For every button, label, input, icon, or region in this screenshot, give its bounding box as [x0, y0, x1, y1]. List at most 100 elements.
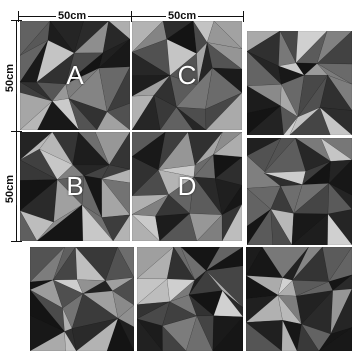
facet-shape — [75, 317, 119, 351]
tile-pattern-graphic — [137, 247, 243, 351]
facet-shape — [108, 132, 130, 170]
tile-right-upper — [247, 31, 352, 135]
facet-shape — [332, 274, 352, 291]
facet-shape — [36, 204, 83, 241]
facet-shape — [162, 21, 194, 40]
facet-shape — [214, 156, 242, 186]
facet-shape — [47, 21, 75, 54]
facet-shape — [196, 214, 223, 241]
facet-shape — [247, 31, 281, 67]
dimension-tick-side-middle — [11, 131, 22, 132]
tile-bottom-right — [246, 247, 352, 351]
dimension-tick-side-top — [11, 20, 22, 21]
dimension-line-top — [18, 16, 243, 17]
facet-shape — [166, 38, 197, 76]
facet-shape — [289, 107, 331, 135]
facet-shape — [106, 317, 134, 351]
facet-shape — [247, 105, 284, 135]
tile-a: A — [20, 21, 130, 130]
facet-shape — [155, 194, 191, 217]
facet-shape — [51, 132, 79, 166]
facet-shape — [132, 51, 171, 76]
facet-shape — [155, 213, 191, 241]
facet-shape — [53, 179, 83, 223]
tile-bottom-left — [30, 247, 134, 351]
tile-pattern-graphic — [20, 21, 130, 130]
facet-shape — [132, 214, 160, 241]
facet-shape — [68, 98, 98, 130]
facet-shape — [214, 178, 242, 216]
dimension-label-top-right: 50cm — [166, 10, 199, 22]
facet-shape — [301, 161, 331, 186]
dimension-label-side-lower: 50cm — [4, 172, 17, 206]
facet-shape — [295, 62, 318, 76]
facet-shape — [318, 327, 352, 351]
facet-shape — [20, 210, 38, 241]
dimension-line-side — [16, 20, 17, 241]
facet-shape — [72, 164, 110, 176]
facet-shape — [322, 247, 352, 283]
facet-shape — [328, 274, 352, 291]
facet-shape — [213, 154, 242, 179]
facet-shape — [196, 41, 208, 86]
dimension-tick-side-bottom — [11, 241, 22, 242]
tile-pattern-graphic — [132, 21, 242, 130]
facet-shape — [132, 21, 168, 53]
facet-shape — [247, 85, 282, 114]
facet-shape — [132, 38, 171, 76]
tile-pattern-graphic — [30, 247, 134, 351]
facet-shape — [247, 208, 274, 245]
tile-d: D — [132, 132, 242, 241]
facet-shape — [185, 315, 214, 351]
facet-shape — [166, 247, 196, 281]
facet-shape — [222, 290, 243, 318]
tile-bottom-middle — [137, 247, 243, 351]
tile-c: C — [132, 21, 242, 130]
facet-shape — [319, 107, 352, 135]
facet-shape — [112, 214, 130, 241]
facet-shape — [101, 164, 130, 180]
facet-shape — [221, 204, 242, 241]
facet-shape — [316, 63, 352, 85]
facet-shape — [263, 138, 296, 174]
facet-shape — [320, 138, 352, 162]
facet-shape — [36, 82, 67, 102]
facet-shape — [263, 172, 303, 187]
facet-shape — [36, 52, 75, 85]
facet-shape — [20, 159, 59, 181]
dimension-tick-top-right — [243, 11, 244, 22]
facet-shape — [280, 84, 299, 118]
facet-shape — [176, 106, 207, 130]
facet-shape — [108, 21, 130, 40]
facet-shape — [328, 159, 352, 196]
tile-right-middle — [247, 138, 352, 245]
facet-shape — [296, 323, 320, 351]
facet-shape — [246, 322, 283, 351]
tile-pattern-graphic — [247, 31, 352, 135]
tile-pattern-graphic — [132, 132, 242, 241]
facet-shape — [327, 213, 352, 245]
facet-shape — [166, 21, 197, 54]
facet-shape — [62, 293, 84, 330]
facet-shape — [98, 38, 130, 69]
facet-shape — [64, 331, 77, 351]
facet-shape — [137, 318, 163, 351]
dimension-tick-top-left — [18, 11, 19, 22]
facet-shape — [101, 178, 130, 218]
facet-shape — [81, 204, 114, 241]
dimension-tick-top-middle — [131, 11, 132, 22]
facet-shape — [270, 209, 293, 245]
facet-shape — [102, 21, 130, 54]
facet-shape — [20, 179, 58, 212]
facet-shape — [212, 316, 243, 351]
tile-pattern-graphic — [20, 132, 130, 241]
facet-shape — [162, 325, 187, 351]
facet-shape — [153, 94, 177, 130]
facet-shape — [73, 21, 109, 54]
facet-shape — [20, 40, 49, 83]
facet-shape — [187, 132, 223, 166]
facet-shape — [37, 100, 80, 130]
facet-shape — [105, 277, 134, 292]
tile-b: B — [20, 132, 130, 241]
